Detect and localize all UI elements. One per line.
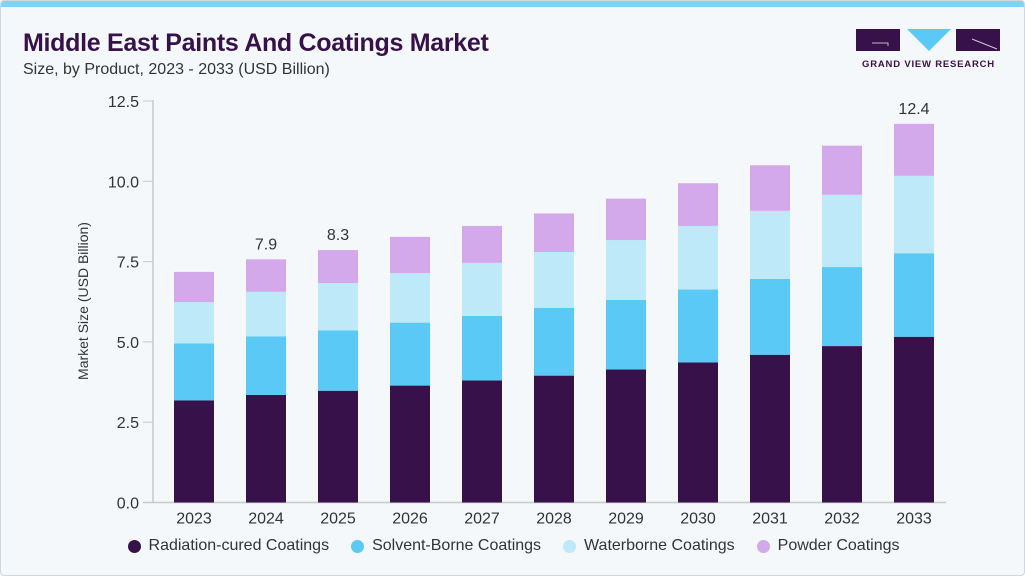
x-tick-label: 2031: [752, 511, 788, 528]
x-tick-label: 2033: [896, 511, 932, 528]
legend-label: Powder Coatings: [777, 537, 900, 554]
bar-segment-waterborne-coatings-2029: [606, 240, 646, 300]
bar-segment-solvent-borne-coatings-2024: [246, 336, 286, 395]
bar-segment-waterborne-coatings-2025: [318, 283, 358, 331]
legend-label: Waterborne Coatings: [584, 537, 735, 554]
bar-segment-solvent-borne-coatings-2027: [462, 315, 502, 381]
bar-segment-solvent-borne-coatings-2028: [534, 307, 574, 376]
data-label: 7.9: [255, 236, 277, 253]
legend-swatch: [351, 539, 365, 553]
legend-swatch: [563, 539, 577, 553]
y-axis-label: Market Size (USD Billion): [75, 222, 91, 380]
y-tick-label: 0.0: [117, 496, 139, 513]
chart-title: Middle East Paints And Coatings Market: [23, 29, 489, 57]
bar-segment-powder-coatings-2025: [318, 250, 358, 284]
bar-segment-radiation-cured-coatings-2023: [174, 400, 214, 503]
bar-segment-powder-coatings-2023: [174, 271, 214, 303]
bar-segment-waterborne-coatings-2023: [174, 302, 214, 344]
bar-segment-powder-coatings-2032: [822, 145, 862, 195]
bar-segment-radiation-cured-coatings-2028: [534, 375, 574, 503]
data-label: 8.3: [327, 227, 349, 244]
data-label: 12.4: [898, 101, 929, 118]
bar-segment-waterborne-coatings-2030: [678, 225, 718, 290]
logo-text: GRAND VIEW RESEARCH: [862, 59, 995, 70]
bar-segment-powder-coatings-2029: [606, 198, 646, 241]
x-tick-label: 2025: [320, 511, 356, 528]
stacked-bar-chart: 0.0 2.5 5.0 7.5 10.0 12.5 Market Size (USD Bil…: [75, 94, 946, 528]
x-tick-label: 2029: [608, 511, 644, 528]
y-tick-label: 10.0: [108, 174, 139, 191]
bar-segment-radiation-cured-coatings-2029: [606, 369, 646, 503]
legend-item: Solvent-Borne Coatings: [351, 537, 541, 555]
x-tick-label: 2027: [464, 511, 500, 528]
bar-segment-solvent-borne-coatings-2025: [318, 330, 358, 391]
bar-segment-solvent-borne-coatings-2033: [894, 253, 934, 337]
bar-segment-solvent-borne-coatings-2023: [174, 343, 214, 401]
bar-segment-solvent-borne-coatings-2031: [750, 278, 790, 355]
legend-label: Solvent-Borne Coatings: [372, 537, 542, 554]
bar-segment-solvent-borne-coatings-2030: [678, 289, 718, 363]
bar-segment-powder-coatings-2027: [462, 225, 502, 263]
y-tick-label: 12.5: [108, 94, 139, 111]
bar-segment-waterborne-coatings-2031: [750, 210, 790, 279]
bar-segment-waterborne-coatings-2028: [534, 251, 574, 308]
grand-view-research-logo: GRAND VIEW RESEARCH: [856, 29, 1001, 74]
bar-segment-powder-coatings-2031: [750, 165, 790, 211]
logo-mark-icon: [856, 29, 1000, 51]
top-accent-bar: [1, 1, 1024, 7]
x-tick-label: 2024: [248, 511, 284, 528]
bar-segment-radiation-cured-coatings-2026: [390, 385, 430, 503]
bar-segment-radiation-cured-coatings-2032: [822, 346, 862, 503]
bar-segment-powder-coatings-2033: [894, 123, 934, 176]
bar-segment-powder-coatings-2024: [246, 259, 286, 292]
legend-item: Powder Coatings: [756, 537, 900, 555]
x-tick-label: 2023: [176, 511, 212, 528]
bar-segment-radiation-cured-coatings-2024: [246, 394, 286, 503]
bar-segment-waterborne-coatings-2032: [822, 194, 862, 268]
bar-segment-solvent-borne-coatings-2026: [390, 322, 430, 386]
bar-segment-radiation-cured-coatings-2030: [678, 362, 718, 503]
bar-segment-powder-coatings-2028: [534, 213, 574, 252]
bar-segment-powder-coatings-2026: [390, 236, 430, 274]
bar-segment-waterborne-coatings-2027: [462, 262, 502, 316]
chart-subtitle: Size, by Product, 2023 - 2033 (USD Billi…: [23, 61, 330, 78]
bar-segment-solvent-borne-coatings-2032: [822, 267, 862, 347]
legend-item: Radiation-cured Coatings: [127, 537, 330, 555]
y-tick-label: 2.5: [117, 415, 139, 432]
legend: Radiation-cured Coatings Solvent-Borne Co…: [1, 537, 1024, 555]
x-tick-label: 2028: [536, 511, 572, 528]
bar-segment-radiation-cured-coatings-2031: [750, 354, 790, 503]
bar-segment-solvent-borne-coatings-2029: [606, 299, 646, 370]
bar-segment-radiation-cured-coatings-2027: [462, 380, 502, 503]
x-tick-label: 2026: [392, 511, 428, 528]
bar-segment-waterborne-coatings-2024: [246, 291, 286, 337]
bar-segment-powder-coatings-2030: [678, 183, 718, 226]
bar-segment-radiation-cured-coatings-2025: [318, 390, 358, 503]
legend-label: Radiation-cured Coatings: [148, 537, 330, 554]
y-tick-label: 5.0: [117, 335, 139, 352]
legend-item: Waterborne Coatings: [563, 537, 735, 555]
y-tick-label: 7.5: [117, 255, 139, 272]
x-tick-label: 2030: [680, 511, 716, 528]
legend-swatch: [756, 539, 770, 553]
bar-segment-waterborne-coatings-2026: [390, 273, 430, 323]
bar-segment-waterborne-coatings-2033: [894, 175, 934, 254]
x-tick-label: 2032: [824, 511, 860, 528]
bar-segment-radiation-cured-coatings-2033: [894, 336, 934, 503]
legend-swatch: [127, 539, 141, 553]
